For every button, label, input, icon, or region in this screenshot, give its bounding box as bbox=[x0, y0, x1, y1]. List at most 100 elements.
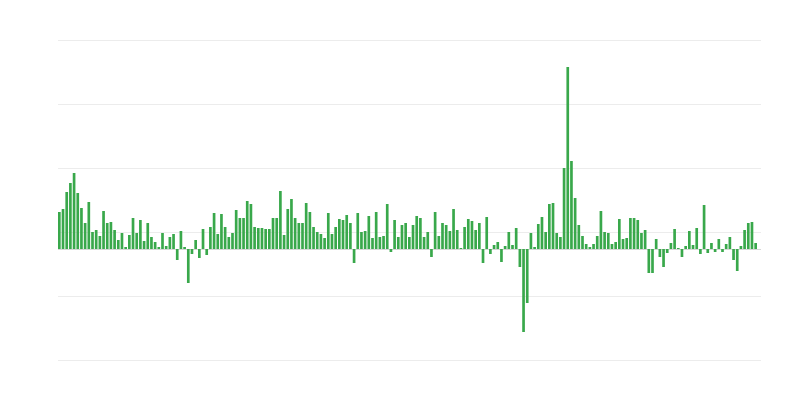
gridlines bbox=[58, 40, 761, 361]
bar-positive bbox=[400, 225, 404, 249]
bar-positive bbox=[710, 243, 713, 249]
bar-positive bbox=[459, 248, 463, 249]
bar-positive bbox=[577, 225, 581, 249]
bar-positive bbox=[338, 219, 341, 249]
bar-positive bbox=[636, 220, 640, 249]
bar-positive bbox=[408, 237, 411, 249]
bar-positive bbox=[536, 224, 540, 249]
bar-positive bbox=[618, 219, 621, 249]
bar-positive bbox=[496, 242, 500, 249]
bar-positive bbox=[319, 234, 323, 249]
bar-positive bbox=[135, 233, 139, 249]
bar-positive bbox=[161, 233, 164, 249]
bar-positive bbox=[124, 247, 127, 249]
bar-positive bbox=[253, 227, 256, 249]
bar-negative bbox=[680, 249, 684, 257]
bar-positive bbox=[441, 223, 444, 249]
bar-positive bbox=[268, 229, 271, 249]
bar-positive bbox=[643, 230, 647, 249]
bar-positive bbox=[676, 248, 680, 249]
bar-positive bbox=[485, 217, 489, 249]
bar-positive bbox=[559, 237, 562, 249]
bar-positive bbox=[544, 232, 547, 249]
bar-positive bbox=[374, 212, 378, 249]
bar-positive bbox=[105, 223, 109, 249]
bar-positive bbox=[717, 239, 721, 249]
bar-positive bbox=[356, 213, 360, 249]
bar-positive bbox=[533, 247, 536, 249]
bar-negative bbox=[525, 249, 529, 303]
bar-positive bbox=[286, 209, 290, 249]
bar-positive bbox=[341, 220, 345, 249]
bar-positive bbox=[614, 242, 617, 249]
bar-positive bbox=[507, 232, 511, 249]
bar-positive bbox=[94, 230, 98, 249]
bar-positive bbox=[573, 198, 577, 249]
bar-positive bbox=[120, 233, 124, 249]
bar-positive bbox=[87, 202, 91, 249]
bar-negative bbox=[500, 249, 503, 262]
bar-positive bbox=[249, 204, 253, 249]
bar-positive bbox=[463, 227, 466, 249]
bar-positive bbox=[422, 237, 426, 249]
bar-negative bbox=[658, 249, 662, 257]
bar-positive bbox=[452, 209, 455, 249]
bar-positive bbox=[312, 227, 315, 249]
bar-positive bbox=[157, 247, 161, 249]
bar-positive bbox=[632, 218, 636, 249]
bar-positive bbox=[231, 233, 234, 249]
bar-positive bbox=[234, 210, 238, 249]
bar-negative bbox=[662, 249, 665, 267]
bar-positive bbox=[209, 227, 212, 249]
bar-positive bbox=[301, 223, 304, 249]
bar-positive bbox=[238, 218, 242, 249]
bar-positive bbox=[415, 216, 419, 249]
bar-positive bbox=[396, 237, 400, 249]
bar-positive bbox=[581, 236, 584, 249]
bar-positive bbox=[72, 173, 76, 249]
bar-positive bbox=[323, 238, 326, 249]
bar-positive bbox=[142, 241, 146, 249]
bar-positive bbox=[293, 218, 297, 249]
bar-positive bbox=[91, 232, 94, 249]
bar-positive bbox=[466, 219, 470, 249]
bar-positive bbox=[551, 203, 555, 249]
bar-positive bbox=[382, 236, 385, 249]
bar-positive bbox=[419, 218, 422, 249]
bar-positive bbox=[304, 203, 308, 249]
bar-positive bbox=[654, 239, 658, 249]
bar-positive bbox=[448, 231, 452, 249]
bar-positive bbox=[80, 208, 83, 249]
bar-positive bbox=[566, 67, 570, 249]
bar-positive bbox=[746, 223, 750, 249]
bar-positive bbox=[548, 204, 551, 249]
bar-positive bbox=[570, 161, 573, 249]
bar-positive bbox=[739, 246, 743, 249]
bar-positive bbox=[673, 229, 676, 249]
bar-positive bbox=[164, 246, 168, 249]
bar-positive bbox=[150, 237, 153, 249]
bar-positive bbox=[360, 232, 363, 249]
bar-positive bbox=[179, 231, 183, 249]
bar-positive bbox=[610, 244, 614, 249]
bar-positive bbox=[470, 221, 474, 249]
bar-negative bbox=[430, 249, 433, 257]
bar-positive bbox=[242, 218, 245, 249]
bar-positive bbox=[315, 232, 319, 249]
bar-positive bbox=[194, 240, 197, 249]
bar-negative bbox=[186, 249, 190, 283]
bar-negative bbox=[651, 249, 654, 273]
bar-positive bbox=[212, 213, 216, 249]
bar-positive bbox=[385, 204, 389, 249]
bar-positive bbox=[595, 236, 599, 249]
bar-positive bbox=[621, 239, 625, 249]
bar-positive bbox=[326, 213, 330, 249]
bar-positive bbox=[514, 228, 518, 249]
bar-positive bbox=[743, 230, 746, 249]
bar-positive bbox=[275, 218, 279, 249]
bar-positive bbox=[433, 212, 437, 249]
bar-positive bbox=[146, 223, 150, 249]
bars-group bbox=[58, 67, 757, 332]
